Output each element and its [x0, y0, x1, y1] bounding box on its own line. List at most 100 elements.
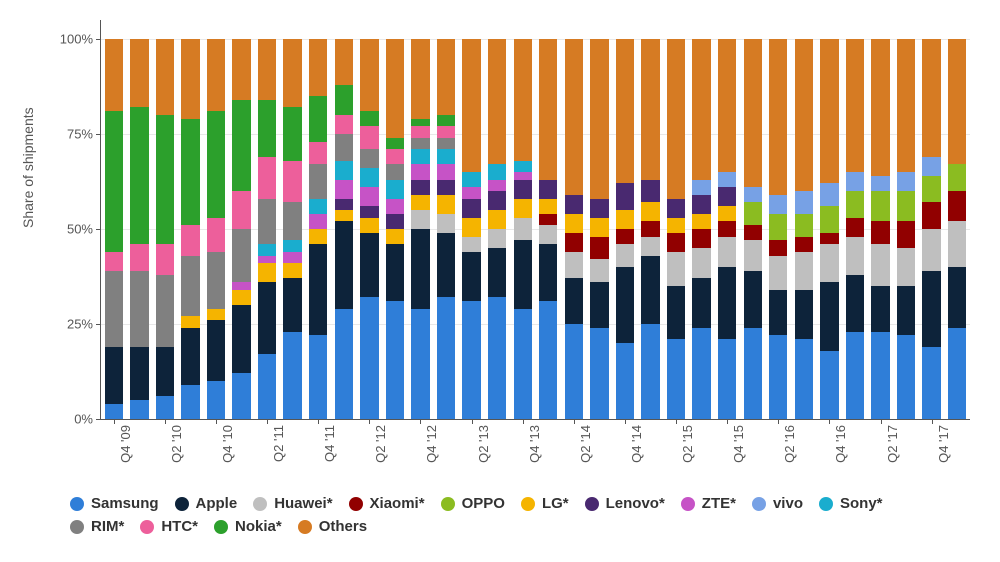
bar-segment-apple [386, 244, 404, 301]
bar-segment-apple [667, 286, 685, 339]
bar-segment-apple [692, 278, 710, 327]
bar-segment-htc [437, 126, 455, 137]
bar-segment-others [948, 39, 966, 164]
legend-item-xiaomi[interactable]: Xiaomi* [349, 495, 425, 512]
legend-item-rim[interactable]: RIM* [70, 518, 124, 535]
bar-segment-samsung [283, 332, 301, 419]
x-tick-mark [727, 419, 728, 424]
bar-segment-apple [565, 278, 583, 324]
legend-item-samsung[interactable]: Samsung [70, 495, 159, 512]
bar-segment-others [488, 39, 506, 164]
bar-segment-apple [769, 290, 787, 336]
legend-swatch [819, 497, 833, 511]
x-tick-label: Q4 '13 [527, 419, 542, 463]
bar-group [667, 20, 685, 419]
bar-segment-others [156, 39, 174, 115]
legend-swatch [253, 497, 267, 511]
bar-segment-samsung [105, 404, 123, 419]
bar-segment-xiaomi [769, 240, 787, 255]
bar-group [897, 20, 915, 419]
bar-segment-samsung [181, 385, 199, 419]
bar-segment-others [565, 39, 583, 195]
legend-label: Sony* [840, 495, 883, 512]
bar-segment-lg [411, 195, 429, 210]
legend-label: LG* [542, 495, 569, 512]
bar-segment-lg [181, 316, 199, 327]
bar-segment-htc [232, 191, 250, 229]
bar-segment-xiaomi [590, 237, 608, 260]
bar-group [769, 20, 787, 419]
bar-segment-zte [309, 214, 327, 229]
bar-segment-apple [411, 229, 429, 309]
bar-group [258, 20, 276, 419]
legend-item-lg[interactable]: LG* [521, 495, 569, 512]
legend-item-vivo[interactable]: vivo [752, 495, 803, 512]
bar-segment-others [641, 39, 659, 180]
bar-segment-others [922, 39, 940, 157]
x-tick-mark [114, 419, 115, 424]
bar-segment-nokia [411, 119, 429, 127]
legend-item-apple[interactable]: Apple [175, 495, 238, 512]
x-tick-mark [523, 419, 524, 424]
legend-item-sony[interactable]: Sony* [819, 495, 883, 512]
legend-swatch [70, 520, 84, 534]
bar-segment-sony [411, 149, 429, 164]
bar-segment-huawei [590, 259, 608, 282]
bar-segment-lenovo [616, 183, 634, 210]
x-tick-mark [216, 419, 217, 424]
bar-segment-htc [105, 252, 123, 271]
legend-item-others[interactable]: Others [298, 518, 367, 535]
legend-swatch [349, 497, 363, 511]
bar-segment-huawei [820, 244, 838, 282]
legend-item-zte[interactable]: ZTE* [681, 495, 736, 512]
legend-label: OPPO [462, 495, 505, 512]
bar-segment-zte [462, 187, 480, 198]
legend-item-lenovo[interactable]: Lenovo* [585, 495, 665, 512]
bar-segment-rim [181, 256, 199, 317]
bar-group [437, 20, 455, 419]
legend-item-nokia[interactable]: Nokia* [214, 518, 282, 535]
bar-group [922, 20, 940, 419]
legend-item-oppo[interactable]: OPPO [441, 495, 505, 512]
bar-segment-huawei [769, 256, 787, 290]
y-tick-label: 50% [67, 222, 101, 237]
legend-swatch [521, 497, 535, 511]
bar-group [795, 20, 813, 419]
bar-segment-htc [283, 161, 301, 203]
bar-segment-lenovo [462, 199, 480, 218]
bar-segment-zte [514, 172, 532, 180]
bar-group [820, 20, 838, 419]
bar-segment-huawei [795, 252, 813, 290]
bar-segment-others [667, 39, 685, 199]
legend-item-htc[interactable]: HTC* [140, 518, 198, 535]
legend-swatch [70, 497, 84, 511]
bar-group [309, 20, 327, 419]
bar-segment-sony [283, 240, 301, 251]
bar-segment-apple [105, 347, 123, 404]
bar-group [360, 20, 378, 419]
bar-group [130, 20, 148, 419]
bar-segment-samsung [130, 400, 148, 419]
bar-segment-samsung [232, 373, 250, 419]
legend-item-huawei[interactable]: Huawei* [253, 495, 332, 512]
bar-segment-nokia [283, 107, 301, 160]
bar-group [181, 20, 199, 419]
bar-segment-huawei [846, 237, 864, 275]
bar-segment-apple [616, 267, 634, 343]
bar-segment-apple [258, 282, 276, 354]
bar-segment-samsung [411, 309, 429, 419]
bar-segment-others [616, 39, 634, 183]
bar-segment-xiaomi [795, 237, 813, 252]
bar-segment-xiaomi [744, 225, 762, 240]
bar-segment-nokia [232, 100, 250, 191]
bar-segment-huawei [667, 252, 685, 286]
bar-segment-apple [897, 286, 915, 335]
bar-segment-zte [411, 164, 429, 179]
bar-segment-others [437, 39, 455, 115]
y-tick-label: 100% [60, 32, 101, 47]
bar-segment-sony [386, 180, 404, 199]
bar-segment-vivo [846, 172, 864, 191]
x-tick-label: Q4 '17 [936, 419, 951, 463]
bar-segment-lg [667, 218, 685, 233]
bar-segment-zte [232, 282, 250, 290]
